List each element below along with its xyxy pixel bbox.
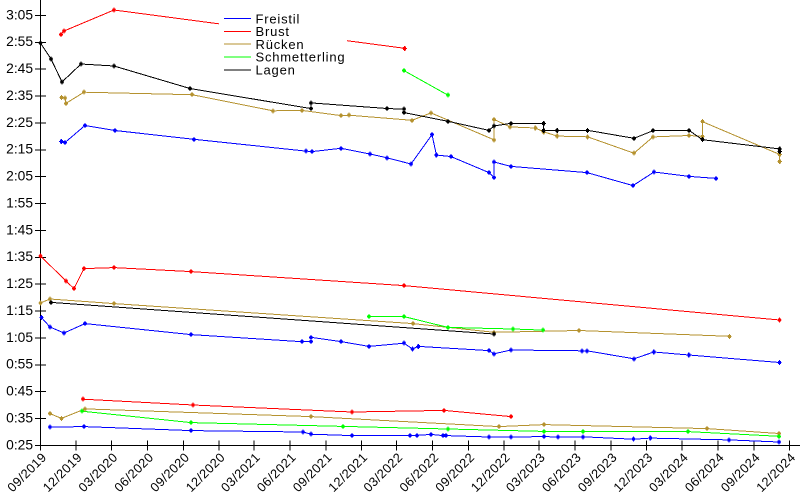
svg-text:Schmetterling: Schmetterling (256, 50, 346, 65)
svg-text:0:55: 0:55 (6, 357, 33, 372)
svg-text:0:35: 0:35 (6, 410, 33, 425)
svg-text:1:05: 1:05 (6, 330, 33, 345)
svg-text:1:15: 1:15 (6, 303, 33, 318)
svg-text:Lagen: Lagen (256, 63, 296, 78)
svg-text:1:25: 1:25 (6, 276, 33, 291)
svg-text:2:35: 2:35 (6, 88, 33, 103)
svg-text:2:15: 2:15 (6, 142, 33, 157)
svg-text:1:45: 1:45 (6, 222, 33, 237)
svg-text:0:45: 0:45 (6, 384, 33, 399)
svg-text:Brust: Brust (256, 24, 290, 39)
svg-text:Rücken: Rücken (256, 37, 305, 52)
svg-text:2:25: 2:25 (6, 115, 33, 130)
svg-text:1:35: 1:35 (6, 249, 33, 264)
svg-text:1:55: 1:55 (6, 196, 33, 211)
svg-text:3:05: 3:05 (6, 7, 33, 22)
svg-text:2:55: 2:55 (6, 34, 33, 49)
svg-text:Freistil: Freistil (256, 11, 301, 26)
svg-text:2:45: 2:45 (6, 61, 33, 76)
svg-text:2:05: 2:05 (6, 169, 33, 184)
svg-text:0:25: 0:25 (6, 437, 33, 452)
